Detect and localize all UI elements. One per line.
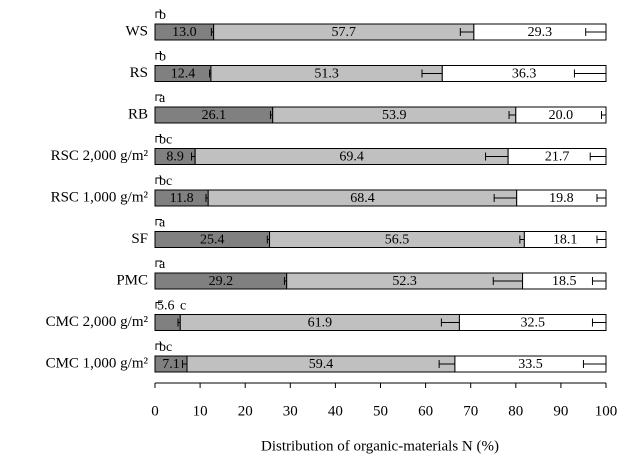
value-label: 59.4 [309, 357, 334, 372]
category-label: SF [131, 231, 148, 247]
value-label: 51.3 [314, 67, 339, 82]
significance-letter: a [159, 91, 166, 106]
value-label: 25.4 [200, 233, 225, 248]
significance-letter: a [159, 257, 166, 272]
value-label: 29.3 [528, 25, 553, 40]
bracket [155, 136, 162, 143]
bracket [155, 260, 162, 267]
x-tick-label: 20 [238, 403, 253, 419]
value-label: 13.0 [172, 25, 197, 40]
value-label: 18.1 [553, 233, 578, 248]
error-bar [596, 235, 606, 244]
error-bar [600, 111, 606, 119]
error-bar [191, 152, 196, 161]
x-tick-label: 0 [151, 403, 159, 419]
value-label: 61.9 [308, 316, 333, 331]
error-bar [596, 194, 606, 202]
value-label: 53.9 [382, 108, 407, 123]
value-label: 69.4 [339, 150, 364, 165]
error-bar [421, 69, 443, 78]
value-label: 36.3 [512, 67, 537, 82]
value-label: 19.8 [549, 191, 574, 206]
error-bar [440, 318, 460, 327]
x-tick-label: 30 [283, 403, 298, 419]
x-tick-label: 40 [328, 403, 343, 419]
error-bar [589, 152, 606, 161]
value-label: 11.8 [170, 191, 194, 206]
error-bar [485, 152, 509, 161]
category-label: RSC 2,000 g/m² [51, 148, 149, 164]
error-bar [582, 360, 606, 368]
category-label: RS [130, 65, 148, 81]
error-bar [519, 235, 525, 244]
value-label: 20.0 [549, 108, 574, 123]
value-label: 29.2 [209, 274, 234, 289]
error-bar [591, 277, 606, 285]
significance-letter: b [159, 50, 166, 65]
category-label: WS [126, 23, 149, 39]
x-tick-label: 70 [463, 403, 478, 419]
value-label: 7.1 [162, 357, 180, 372]
value-label: 8.9 [166, 150, 184, 165]
bracket [155, 11, 162, 18]
value-label: 26.1 [202, 108, 227, 123]
x-tick-label: 80 [508, 403, 523, 419]
significance-letter: c [180, 299, 186, 314]
error-bar [182, 360, 188, 368]
category-label: PMC [116, 272, 148, 288]
bracket [155, 219, 162, 226]
x-tick-label: 90 [553, 403, 568, 419]
value-label: 5.6 [157, 299, 175, 314]
error-bar [459, 28, 474, 36]
value-label: 56.5 [385, 233, 410, 248]
value-label: 68.4 [350, 191, 375, 206]
error-bar [508, 111, 516, 119]
value-label: 32.5 [520, 316, 545, 331]
significance-letter: bc [159, 174, 172, 189]
error-bar [493, 194, 517, 202]
error-bar [585, 28, 606, 36]
x-tick-label: 100 [595, 403, 618, 419]
error-bar [591, 318, 606, 327]
error-bar [438, 360, 455, 368]
bracket [155, 177, 162, 184]
significance-letter: a [159, 216, 166, 231]
significance-letter: bc [159, 133, 172, 148]
value-label: 18.5 [552, 274, 577, 289]
x-tick-label: 60 [418, 403, 433, 419]
category-label: RB [128, 106, 148, 122]
value-label: 12.4 [171, 67, 196, 82]
x-tick-label: 10 [193, 403, 208, 419]
bar-segment [154, 314, 181, 331]
error-bar [573, 69, 606, 78]
value-label: 57.7 [331, 25, 356, 40]
bracket [155, 53, 162, 60]
category-label: RSC 1,000 g/m² [51, 189, 149, 205]
value-label: 33.5 [518, 357, 543, 372]
value-label: 52.3 [392, 274, 417, 289]
x-tick-label: 50 [373, 403, 388, 419]
category-label: CMC 1,000 g/m² [46, 355, 149, 371]
bracket [155, 94, 162, 101]
significance-letter: bc [159, 340, 172, 355]
category-label: CMC 2,000 g/m² [46, 314, 149, 330]
error-bar [492, 277, 523, 285]
bracket [155, 343, 162, 350]
bracket [155, 302, 162, 309]
significance-letter: b [159, 8, 166, 23]
value-label: 21.7 [545, 150, 570, 165]
x-axis-title: Distribution of organic-materials N (%) [261, 438, 499, 454]
